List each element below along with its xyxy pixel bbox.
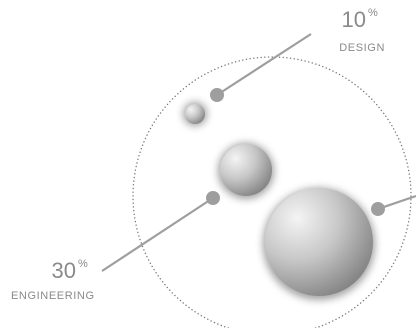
engineering-connector-dot: [206, 191, 220, 205]
large-bubble-connector-dot: [371, 202, 385, 216]
design-connector-dot: [210, 88, 224, 102]
engineering-label-group: 30 % ENGINEERING: [11, 258, 95, 302]
engineering-value: 30: [52, 258, 76, 283]
bubble-small: [183, 102, 207, 126]
design-value: 10: [342, 7, 366, 32]
design-category: DESIGN: [339, 42, 385, 54]
engineering-connector-line: [101, 197, 214, 272]
engineering-unit: %: [78, 258, 88, 270]
engineering-category: ENGINEERING: [11, 290, 95, 302]
design-unit: %: [368, 7, 378, 19]
bubble-large: [263, 188, 375, 300]
design-label-group: 10 % DESIGN: [339, 7, 385, 54]
dotted-ring: [132, 56, 412, 328]
design-connector-line: [216, 33, 312, 96]
bubble-medium: [218, 143, 274, 199]
